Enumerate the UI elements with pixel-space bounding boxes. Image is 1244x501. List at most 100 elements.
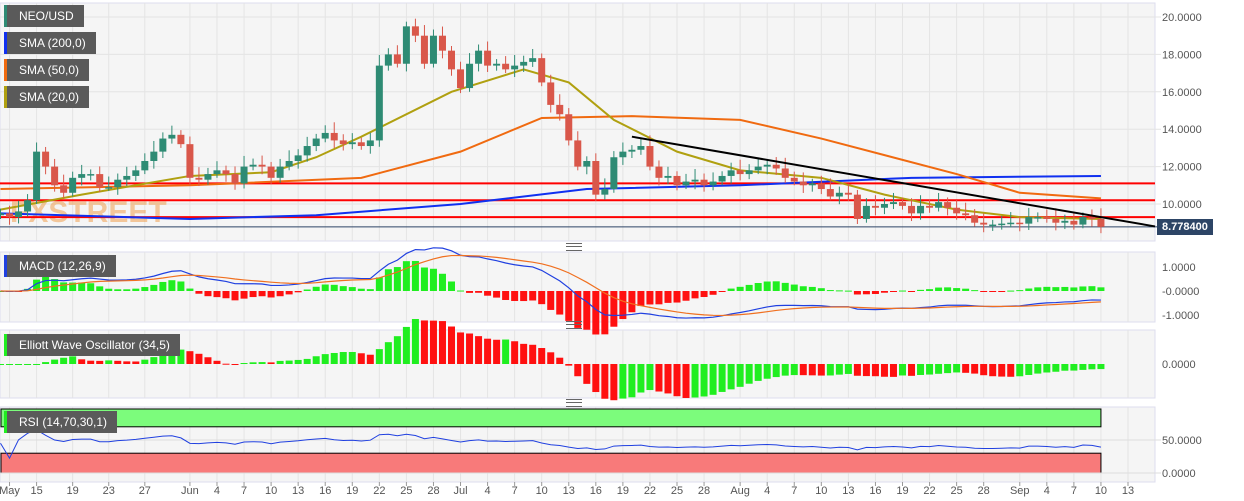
- macd-histogram-bar: [195, 291, 203, 294]
- candle-body: [610, 157, 618, 190]
- candle-body: [258, 164, 266, 167]
- legend-macd[interactable]: MACD (12,26,9): [4, 255, 116, 277]
- macd-histogram-bar: [132, 288, 140, 291]
- candle-body: [880, 204, 888, 208]
- ewo-bar: [366, 354, 374, 364]
- ewo-bar: [339, 352, 347, 364]
- ewo-bar: [321, 354, 329, 364]
- ewo-bar: [628, 364, 636, 398]
- macd-histogram-bar: [962, 288, 970, 291]
- candle-body: [682, 181, 690, 186]
- ewo-bar: [231, 364, 239, 365]
- legend-sma200[interactable]: SMA (200,0): [4, 32, 96, 54]
- candle-body: [267, 166, 275, 178]
- candle-body: [105, 187, 113, 189]
- macd-histogram-bar: [105, 288, 113, 291]
- date-tick-label: 25: [400, 485, 412, 497]
- ewo-bar: [438, 321, 446, 364]
- macd-histogram-bar: [1043, 286, 1051, 291]
- candle-body: [1025, 217, 1033, 224]
- ewo-bar: [998, 364, 1006, 377]
- legend-ewo[interactable]: Elliott Wave Oscillator (34,5): [4, 334, 180, 356]
- candle-body: [51, 166, 59, 186]
- macd-histogram-bar: [808, 286, 816, 291]
- macd-histogram-bar: [646, 291, 654, 305]
- ewo-bar: [249, 362, 257, 364]
- macd-histogram-bar: [438, 273, 446, 291]
- candle-body: [736, 170, 744, 175]
- candle-body: [366, 140, 374, 147]
- ewo-bar: [475, 336, 483, 364]
- macd-histogram-bar: [33, 279, 41, 291]
- ewo-bar: [871, 364, 879, 377]
- macd-histogram-bar: [240, 291, 248, 299]
- macd-histogram-bar: [502, 291, 510, 300]
- macd-histogram-bar: [168, 280, 176, 291]
- macd-histogram-bar: [610, 291, 618, 327]
- ewo-bar: [123, 361, 131, 364]
- pane-resize-handle[interactable]: [566, 399, 582, 407]
- date-tick-label: 10: [815, 485, 827, 497]
- candle-body: [1016, 222, 1024, 225]
- candle-body: [69, 177, 77, 193]
- macd-histogram-bar: [529, 291, 537, 301]
- rsi-overbought-zone: [0, 408, 1102, 428]
- legend-sma20[interactable]: SMA (20,0): [4, 86, 90, 108]
- legend-sma50[interactable]: SMA (50,0): [4, 59, 90, 81]
- ewo-bar: [1088, 364, 1096, 370]
- price-tick-label: 16.0000: [1162, 87, 1202, 99]
- macd-histogram-bar: [899, 290, 906, 292]
- legend-pair[interactable]: NEO/USD: [4, 5, 84, 27]
- price-tick-label: 18.0000: [1162, 49, 1202, 61]
- candle-body: [87, 174, 95, 176]
- macd-histogram-bar: [592, 291, 600, 335]
- candle-body: [1079, 217, 1087, 225]
- candle-body: [538, 58, 546, 83]
- legend-rsi[interactable]: RSI (14,70,30,1): [4, 411, 118, 433]
- ewo-bar: [60, 357, 68, 364]
- candle-body: [565, 114, 573, 141]
- macd-tick-label: -1.0000: [1162, 310, 1199, 322]
- macd-histogram-bar: [393, 267, 401, 291]
- ewo-bar: [457, 332, 465, 364]
- candle-body: [96, 174, 104, 188]
- pane-resize-handle[interactable]: [566, 321, 582, 329]
- candle-body: [917, 205, 925, 214]
- macd-histogram-bar: [574, 291, 582, 328]
- candle-body: [799, 181, 807, 186]
- candle-body: [844, 192, 852, 195]
- ewo-bar: [619, 364, 627, 399]
- macd-histogram-bar: [817, 288, 825, 291]
- ewo-bar: [1016, 364, 1024, 377]
- ewo-bar: [926, 364, 934, 375]
- date-tick-label: 28: [698, 485, 710, 497]
- ewo-bar: [781, 364, 789, 376]
- macd-histogram-bar: [619, 291, 627, 320]
- macd-histogram-bar: [294, 291, 302, 293]
- macd-histogram-bar: [276, 291, 284, 297]
- candle-body: [547, 82, 555, 105]
- macd-histogram-bar: [330, 284, 338, 291]
- candle-body: [754, 166, 762, 171]
- ewo-bar: [637, 364, 645, 393]
- ewo-bar: [69, 356, 77, 364]
- candle-body: [60, 185, 68, 193]
- candle-body: [15, 211, 23, 218]
- macd-histogram-bar: [781, 282, 789, 291]
- macd-histogram-bar: [411, 260, 419, 291]
- date-tick-label: 7: [241, 485, 247, 497]
- ewo-bar: [348, 351, 356, 364]
- ewo-bar: [745, 364, 753, 384]
- macd-histogram-bar: [889, 291, 897, 292]
- date-tick-label: 28: [427, 485, 439, 497]
- ewo-bar: [502, 339, 510, 364]
- candle-body: [249, 164, 257, 167]
- macd-histogram-bar: [312, 286, 320, 291]
- macd-histogram-bar: [754, 283, 762, 291]
- macd-histogram-bar: [935, 287, 943, 291]
- ewo-bar: [1097, 364, 1105, 370]
- macd-histogram-bar: [78, 282, 86, 291]
- pane-resize-handle[interactable]: [566, 243, 582, 251]
- ewo-bar: [547, 352, 555, 364]
